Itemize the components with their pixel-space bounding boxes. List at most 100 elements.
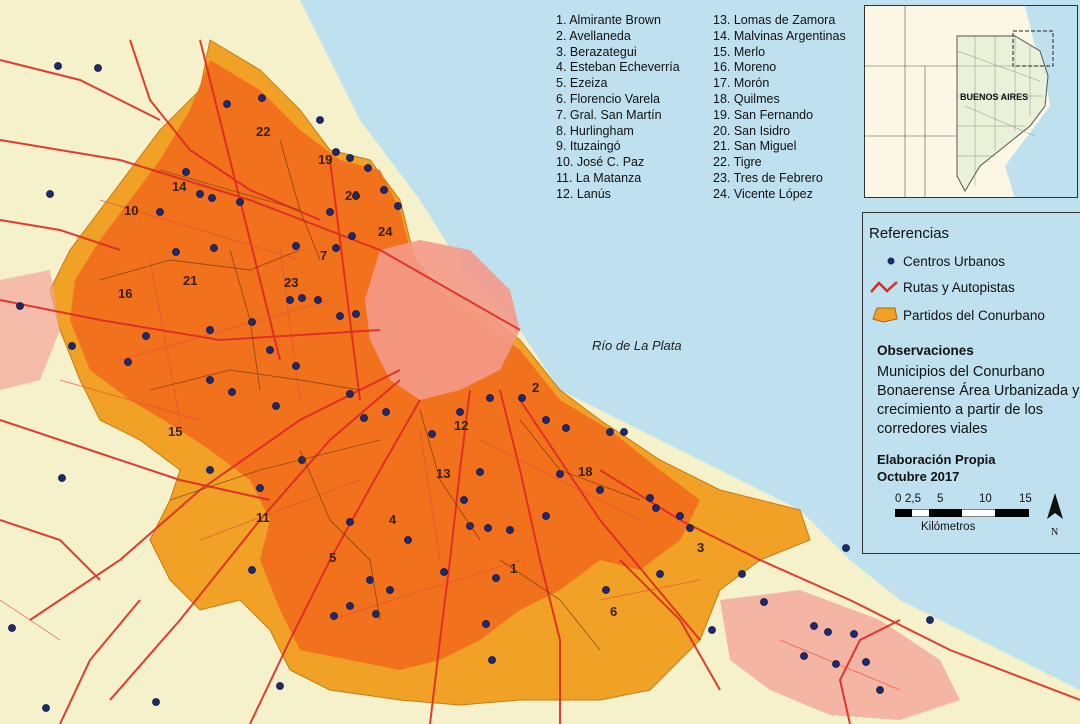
urban-center — [208, 194, 216, 202]
list-item: 23. Tres de Febrero — [713, 170, 823, 185]
urban-center — [760, 598, 768, 606]
partido-number: 14 — [172, 179, 187, 194]
urban-center — [810, 622, 818, 630]
legend-item-partidos: Partidos del Conurbano — [869, 307, 1045, 323]
urban-center — [876, 686, 884, 694]
urban-center — [228, 388, 236, 396]
urban-center — [316, 116, 324, 124]
partido-number: 13 — [436, 466, 451, 481]
dot-icon — [887, 257, 895, 265]
north-label: N — [1051, 527, 1058, 538]
list-item: 7. Gral. San Martín — [556, 107, 662, 122]
inset-other-provinces — [865, 6, 957, 197]
list-item: 5. Ezeiza — [556, 76, 608, 91]
list-item: 18. Quilmes — [713, 91, 780, 106]
partido-number: 3 — [697, 540, 705, 555]
urban-center — [298, 294, 306, 302]
partido-number: 1 — [510, 561, 518, 576]
urban-center — [476, 468, 484, 476]
urban-center — [248, 566, 256, 574]
roads-layer — [0, 39, 1080, 724]
urban-center — [440, 568, 448, 576]
urban-center — [206, 326, 214, 334]
urban-center — [330, 612, 338, 620]
list-item: 10. José C. Paz — [556, 155, 645, 170]
list-item: 17. Morón — [713, 76, 770, 91]
urban-center — [292, 362, 300, 370]
urban-center — [366, 576, 374, 584]
partido-number: 2 — [532, 380, 540, 395]
partido-number: 16 — [118, 286, 133, 301]
urban-center — [380, 186, 388, 194]
scale-tick-label: 5 — [937, 493, 944, 505]
inset-partido-lines — [956, 36, 1045, 186]
urban-patch-se — [720, 590, 960, 720]
urban-patch-w — [0, 270, 60, 390]
urban-center — [58, 474, 66, 482]
urban-center — [456, 408, 464, 416]
list-item: 11. La Matanza — [556, 170, 642, 185]
urban-center — [54, 62, 62, 70]
urban-center — [382, 408, 390, 416]
north-arrow-icon: N — [1047, 493, 1063, 538]
urban-center — [428, 430, 436, 438]
credit-line: Octubre 2017 — [877, 469, 960, 484]
list-item: 16. Moreno — [713, 60, 777, 75]
urban-center — [206, 376, 214, 384]
urban-center — [16, 302, 24, 310]
roads-minor — [0, 199, 901, 691]
urban-center — [824, 628, 832, 636]
urban-center — [348, 232, 356, 240]
list-item: 19. San Fernando — [713, 107, 814, 122]
partido-number: 15 — [168, 424, 183, 439]
urban-center — [332, 148, 340, 156]
partido-number: 23 — [284, 275, 299, 290]
urban-center — [352, 310, 360, 318]
urban-center — [620, 428, 628, 436]
inset-map-svg: BUENOS AIRES — [865, 6, 1077, 197]
urban-center — [656, 570, 664, 578]
urban-center — [314, 296, 322, 304]
legend-title: Referencias — [869, 225, 950, 242]
list-item: 4. Esteban Echeverría — [556, 60, 680, 75]
scale-tick-label: 2,5 — [905, 493, 921, 505]
urban-center — [332, 244, 340, 252]
list-item: 1. Almirante Brown — [556, 13, 661, 27]
inset-label: BUENOS AIRES — [960, 92, 1028, 102]
partido-number: 5 — [329, 550, 337, 565]
list-item: 6. Florencio Varela — [556, 91, 660, 106]
urban-center — [326, 208, 334, 216]
legend-panel: Referencias Centros Urbanos Rutas y Auto… — [862, 212, 1080, 554]
scale-bar-graphic — [895, 509, 1029, 517]
partido-number: 20 — [345, 188, 360, 203]
urban-center — [386, 586, 394, 594]
urban-center — [926, 616, 934, 624]
urban-center — [652, 504, 660, 512]
inset-highlight-box — [1012, 30, 1054, 67]
urban-center — [286, 296, 294, 304]
list-item: 20. San Isidro — [713, 123, 791, 138]
urban-center — [708, 626, 716, 634]
list-item: 13. Lomas de Zamora — [713, 13, 836, 27]
credits: Elaboración Propia Octubre 2017 — [877, 451, 995, 485]
urban-center — [606, 428, 614, 436]
urban-center — [646, 494, 654, 502]
urban-center — [142, 332, 150, 340]
list-item: 15. Merlo — [713, 44, 766, 59]
urban-center — [336, 312, 344, 320]
urban-center — [360, 414, 368, 422]
list-item: 8. Hurlingham — [556, 123, 634, 138]
urban-center — [172, 248, 180, 256]
urban-center — [182, 168, 190, 176]
urban-center — [46, 190, 54, 198]
list-item: 21. San Miguel — [713, 139, 797, 154]
list-item: 14. Malvinas Argentinas — [713, 28, 846, 43]
urban-center — [352, 192, 360, 200]
urban-center — [488, 656, 496, 664]
urban-center — [346, 518, 354, 526]
urban-center — [256, 484, 264, 492]
partido-number: 11 — [256, 510, 270, 525]
area-polygon-icon — [872, 307, 898, 323]
urban-center — [206, 466, 214, 474]
legend-item-roads: Rutas y Autopistas — [869, 279, 1015, 295]
